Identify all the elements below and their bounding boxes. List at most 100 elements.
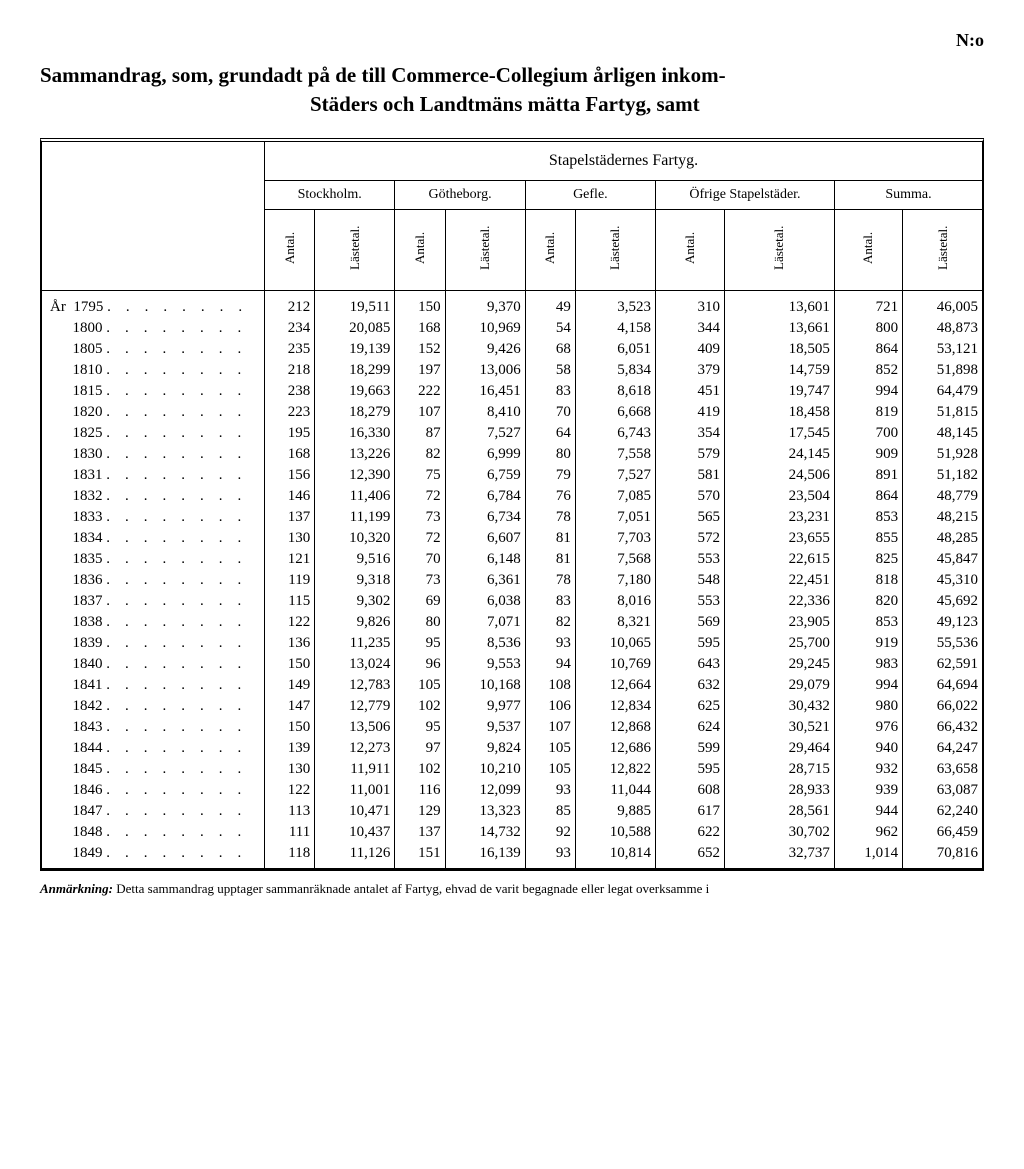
value-cell: 13,506 [315,717,395,738]
sub-header: Lästetal. [724,209,834,290]
value-cell: 150 [265,717,315,738]
value-cell: 105 [395,675,445,696]
year-cell: 1800 . . . . . . . . [42,318,265,339]
value-cell: 72 [395,528,445,549]
value-cell: 212 [265,290,315,318]
value-cell: 16,451 [445,381,525,402]
value-cell: 939 [834,780,902,801]
value-cell: 147 [265,696,315,717]
value-cell: 46,005 [903,290,982,318]
table-row: 1847 . . . . . . . .11310,47112913,32385… [42,801,982,822]
value-cell: 222 [395,381,445,402]
sub-header: Antal. [265,209,315,290]
value-cell: 6,668 [575,402,655,423]
value-cell: 80 [395,612,445,633]
value-cell: 976 [834,717,902,738]
value-cell: 83 [525,591,575,612]
value-cell: 10,588 [575,822,655,843]
value-cell: 119 [265,570,315,591]
value-cell: 6,784 [445,486,525,507]
table-row: År 1795 . . . . . . . .21219,5111509,370… [42,290,982,318]
value-cell: 18,299 [315,360,395,381]
value-cell: 63,087 [903,780,982,801]
value-cell: 13,024 [315,654,395,675]
value-cell: 7,180 [575,570,655,591]
value-cell: 7,527 [575,465,655,486]
table-row: 1830 . . . . . . . .16813,226826,999807,… [42,444,982,465]
year-cell: 1810 . . . . . . . . [42,360,265,381]
year-cell: 1820 . . . . . . . . [42,402,265,423]
table-row: 1849 . . . . . . . .11811,12615116,13993… [42,843,982,869]
value-cell: 919 [834,633,902,654]
sub-header: Lästetal. [575,209,655,290]
value-cell: 19,747 [724,381,834,402]
value-cell: 29,079 [724,675,834,696]
year-cell: 1842 . . . . . . . . [42,696,265,717]
value-cell: 8,536 [445,633,525,654]
value-cell: 9,824 [445,738,525,759]
value-cell: 66,459 [903,822,982,843]
value-cell: 79 [525,465,575,486]
value-cell: 51,182 [903,465,982,486]
value-cell: 108 [525,675,575,696]
value-cell: 13,226 [315,444,395,465]
value-cell: 9,318 [315,570,395,591]
value-cell: 3,523 [575,290,655,318]
value-cell: 122 [265,780,315,801]
value-cell: 94 [525,654,575,675]
page-number: N:o [40,30,984,51]
value-cell: 53,121 [903,339,982,360]
group-gefle: Gefle. [525,180,655,209]
value-cell: 22,451 [724,570,834,591]
value-cell: 63,658 [903,759,982,780]
value-cell: 24,506 [724,465,834,486]
value-cell: 6,051 [575,339,655,360]
year-cell: 1841 . . . . . . . . [42,675,265,696]
value-cell: 864 [834,339,902,360]
value-cell: 64,247 [903,738,982,759]
value-cell: 23,231 [724,507,834,528]
year-cell: 1848 . . . . . . . . [42,822,265,843]
value-cell: 9,370 [445,290,525,318]
headline-line-1: Sammandrag, som, grundadt på de till Com… [40,63,726,87]
value-cell: 48,215 [903,507,982,528]
value-cell: 891 [834,465,902,486]
value-cell: 156 [265,465,315,486]
value-cell: 23,655 [724,528,834,549]
value-cell: 818 [834,570,902,591]
value-cell: 45,692 [903,591,982,612]
value-cell: 122 [265,612,315,633]
value-cell: 9,826 [315,612,395,633]
value-cell: 51,898 [903,360,982,381]
value-cell: 8,410 [445,402,525,423]
value-cell: 632 [656,675,725,696]
value-cell: 570 [656,486,725,507]
value-cell: 32,737 [724,843,834,869]
value-cell: 55,536 [903,633,982,654]
value-cell: 48,779 [903,486,982,507]
value-cell: 118 [265,843,315,869]
value-cell: 235 [265,339,315,360]
value-cell: 78 [525,570,575,591]
value-cell: 146 [265,486,315,507]
table-row: 1835 . . . . . . . .1219,516706,148817,5… [42,549,982,570]
value-cell: 45,310 [903,570,982,591]
value-cell: 853 [834,612,902,633]
value-cell: 932 [834,759,902,780]
page-title: Sammandrag, som, grundadt på de till Com… [40,61,984,120]
value-cell: 18,458 [724,402,834,423]
value-cell: 72 [395,486,445,507]
group-gotheborg: Götheborg. [395,180,525,209]
value-cell: 82 [395,444,445,465]
value-cell: 113 [265,801,315,822]
value-cell: 7,051 [575,507,655,528]
value-cell: 12,868 [575,717,655,738]
value-cell: 129 [395,801,445,822]
value-cell: 95 [395,633,445,654]
value-cell: 238 [265,381,315,402]
value-cell: 62,591 [903,654,982,675]
year-cell: 1847 . . . . . . . . [42,801,265,822]
value-cell: 137 [265,507,315,528]
footnote-label: Anmärkning: [40,881,113,896]
table-row: 1833 . . . . . . . .13711,199736,734787,… [42,507,982,528]
